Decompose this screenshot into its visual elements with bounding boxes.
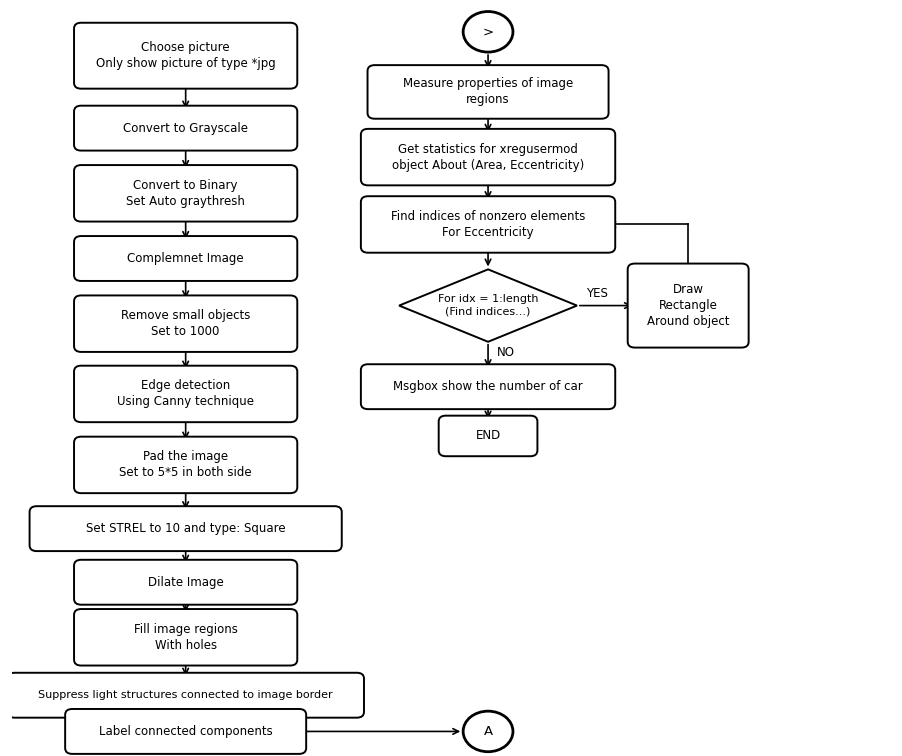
FancyBboxPatch shape xyxy=(74,559,297,605)
Circle shape xyxy=(463,711,512,751)
FancyBboxPatch shape xyxy=(361,364,614,409)
FancyBboxPatch shape xyxy=(30,507,341,551)
Text: Complemnet Image: Complemnet Image xyxy=(127,252,244,265)
FancyBboxPatch shape xyxy=(361,129,614,185)
FancyBboxPatch shape xyxy=(74,165,297,222)
FancyBboxPatch shape xyxy=(438,416,537,456)
FancyBboxPatch shape xyxy=(74,236,297,281)
Text: >: > xyxy=(482,25,493,39)
Text: Get statistics for xregusermod
object About (Area, Eccentricity): Get statistics for xregusermod object Ab… xyxy=(391,143,584,172)
Circle shape xyxy=(463,11,512,52)
Text: Choose picture
Only show picture of type *jpg: Choose picture Only show picture of type… xyxy=(96,42,275,70)
FancyBboxPatch shape xyxy=(74,609,297,665)
FancyBboxPatch shape xyxy=(74,23,297,88)
Text: Convert to Binary
Set Auto graythresh: Convert to Binary Set Auto graythresh xyxy=(126,179,244,208)
Text: Edge detection
Using Canny technique: Edge detection Using Canny technique xyxy=(117,380,253,408)
Text: Measure properties of image
regions: Measure properties of image regions xyxy=(402,77,573,107)
FancyBboxPatch shape xyxy=(74,366,297,422)
Text: Set STREL to 10 and type: Square: Set STREL to 10 and type: Square xyxy=(86,522,285,535)
FancyBboxPatch shape xyxy=(74,437,297,493)
Text: Dilate Image: Dilate Image xyxy=(148,576,224,589)
Polygon shape xyxy=(399,269,576,342)
Text: A: A xyxy=(483,725,492,738)
Text: Pad the image
Set to 5*5 in both side: Pad the image Set to 5*5 in both side xyxy=(119,451,252,479)
Text: Suppress light structures connected to image border: Suppress light structures connected to i… xyxy=(38,690,333,700)
FancyBboxPatch shape xyxy=(627,264,748,348)
FancyBboxPatch shape xyxy=(65,709,306,754)
Text: Msgbox show the number of car: Msgbox show the number of car xyxy=(392,380,583,393)
FancyBboxPatch shape xyxy=(7,673,364,717)
FancyBboxPatch shape xyxy=(74,296,297,352)
Text: For idx = 1:length
(Find indices...): For idx = 1:length (Find indices...) xyxy=(437,294,538,317)
Text: Convert to Grayscale: Convert to Grayscale xyxy=(123,122,248,135)
Text: Draw
Rectangle
Around object: Draw Rectangle Around object xyxy=(646,283,729,328)
Text: Label connected components: Label connected components xyxy=(98,725,272,738)
FancyBboxPatch shape xyxy=(361,197,614,253)
Text: Find indices of nonzero elements
For Eccentricity: Find indices of nonzero elements For Ecc… xyxy=(391,210,584,239)
Text: NO: NO xyxy=(496,345,514,359)
Text: YES: YES xyxy=(585,287,607,300)
FancyBboxPatch shape xyxy=(74,106,297,150)
FancyBboxPatch shape xyxy=(367,65,608,119)
Text: END: END xyxy=(474,429,500,442)
Text: Fill image regions
With holes: Fill image regions With holes xyxy=(133,623,237,652)
Text: Remove small objects
Set to 1000: Remove small objects Set to 1000 xyxy=(121,309,250,338)
